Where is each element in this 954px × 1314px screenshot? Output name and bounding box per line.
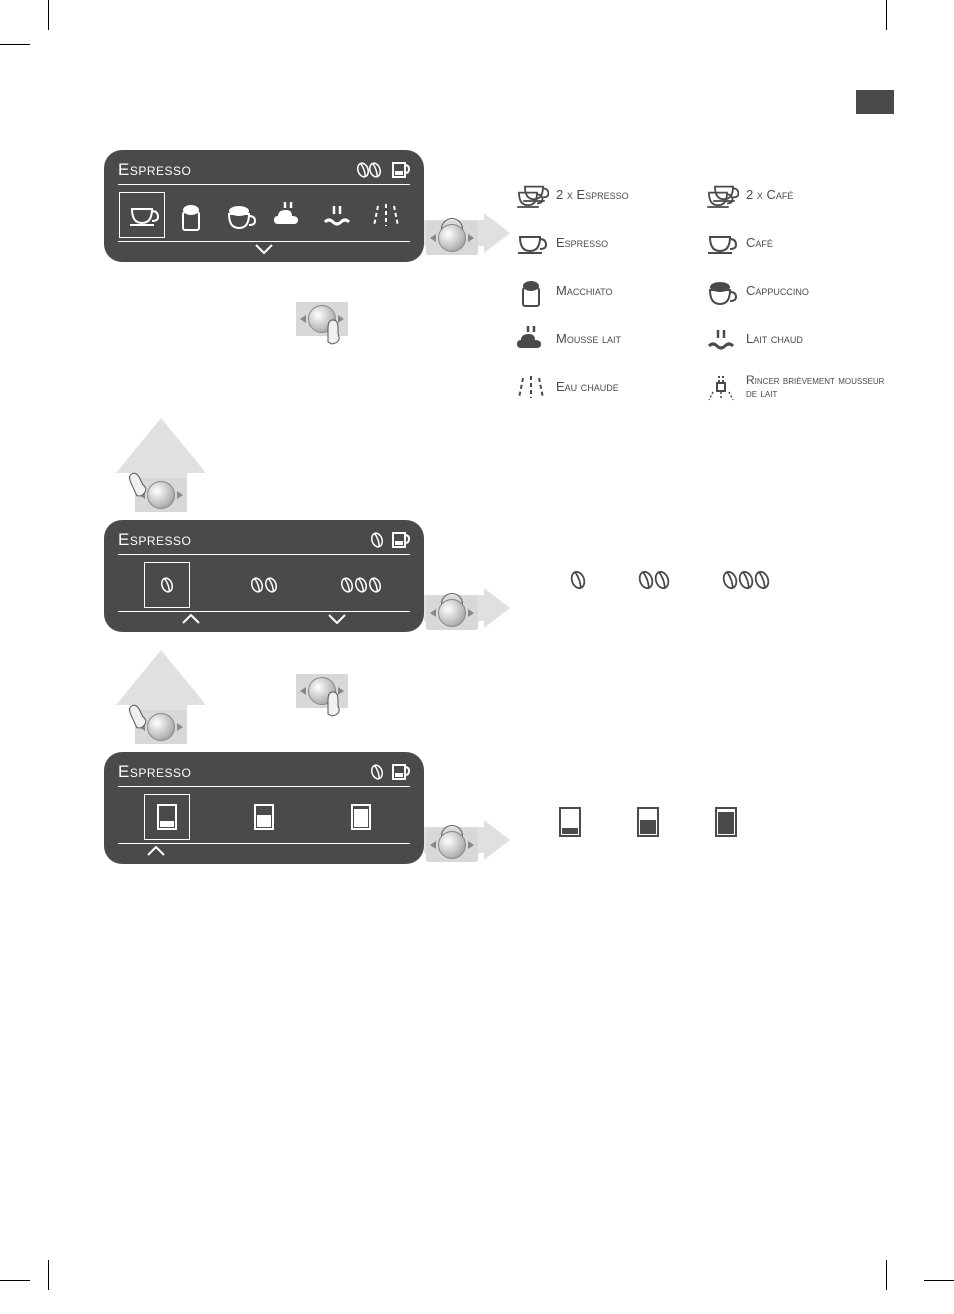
chevron-up-icon [181, 614, 201, 626]
legend-label: 2 x Espresso [556, 188, 696, 202]
macchiato-icon [167, 191, 216, 239]
strength-1-icon [144, 562, 190, 608]
display-panel-drinks: Espresso [104, 150, 424, 262]
legend-label: Macchiato [556, 284, 696, 298]
glass-foam-icon [512, 274, 550, 308]
fill-mid-icon [634, 806, 662, 838]
legend-label: Lait chaud [746, 332, 896, 346]
water-jets-icon [512, 370, 550, 404]
water-icon [361, 191, 410, 239]
selected-espresso-icon [119, 192, 165, 238]
bean-2-icon [634, 568, 674, 592]
double-cup-icon [512, 178, 550, 212]
turn-dial-arrow-3 [424, 820, 510, 860]
display-title: Espresso [118, 762, 191, 782]
display-indicators [368, 762, 410, 782]
display-indicators [368, 530, 410, 550]
drink-options-row [118, 189, 410, 241]
legend-label: Eau chaude [556, 380, 696, 394]
mug-foam-icon [702, 274, 740, 308]
fill-row [118, 791, 410, 843]
chevron-down-icon [327, 614, 347, 626]
turn-dial-arrow-2 [424, 588, 510, 628]
display-panel-fill: Espresso [104, 752, 424, 864]
legend-label: 2 x Café [746, 188, 896, 202]
fill-high-icon [313, 793, 410, 841]
cup-icon [512, 226, 550, 260]
cup-indicator-icon [390, 160, 410, 180]
strength-3-icon [313, 561, 410, 609]
legend-label: Cappuccino [746, 284, 896, 298]
fill-mid-icon [215, 793, 312, 841]
strength-legend-row [566, 568, 774, 592]
strength-2-icon [215, 561, 312, 609]
lait-chaud-icon [313, 191, 362, 239]
chevron-down-icon [254, 244, 274, 256]
legend-label: Mousse lait [556, 332, 696, 346]
fill-low-icon [144, 794, 190, 840]
drink-legend: 2 x Espresso 2 x Café Espresso Café Macc… [512, 178, 896, 404]
display-footer [118, 843, 410, 858]
navigate-arrow-up-2 [116, 650, 206, 744]
display-panel-strength: Espresso [104, 520, 424, 632]
display-title: Espresso [118, 160, 191, 180]
legend-label: Espresso [556, 236, 696, 250]
fill-legend-row [556, 806, 740, 838]
turn-dial-arrow-1 [424, 213, 510, 253]
cup-indicator-icon [390, 530, 410, 550]
page-tab [856, 90, 894, 114]
wave-steam-icon [702, 322, 740, 356]
display-title: Espresso [118, 530, 191, 550]
rinse-icon [702, 370, 740, 404]
navigate-arrow-up-1 [116, 418, 206, 512]
press-dial-2 [296, 674, 348, 708]
bean-1-icon [566, 568, 590, 592]
display-footer [118, 611, 410, 626]
fill-high-icon [712, 806, 740, 838]
chevron-up-icon [146, 846, 166, 858]
cloud-steam-icon [512, 322, 550, 356]
display-footer [118, 241, 410, 256]
legend-label: Rincer brièvement mousseur de lait [746, 374, 896, 400]
double-cup-icon [702, 178, 740, 212]
press-dial-1 [296, 302, 348, 336]
display-indicators [356, 160, 410, 180]
strength-row [118, 559, 410, 611]
legend-label: Café [746, 236, 896, 250]
mousse-icon [264, 191, 313, 239]
finger-icon [324, 314, 348, 348]
cappuccino-icon [215, 191, 264, 239]
fill-low-icon [556, 806, 584, 838]
bean-3-icon [718, 568, 774, 592]
cup-indicator-icon [390, 762, 410, 782]
cup-icon [702, 226, 740, 260]
